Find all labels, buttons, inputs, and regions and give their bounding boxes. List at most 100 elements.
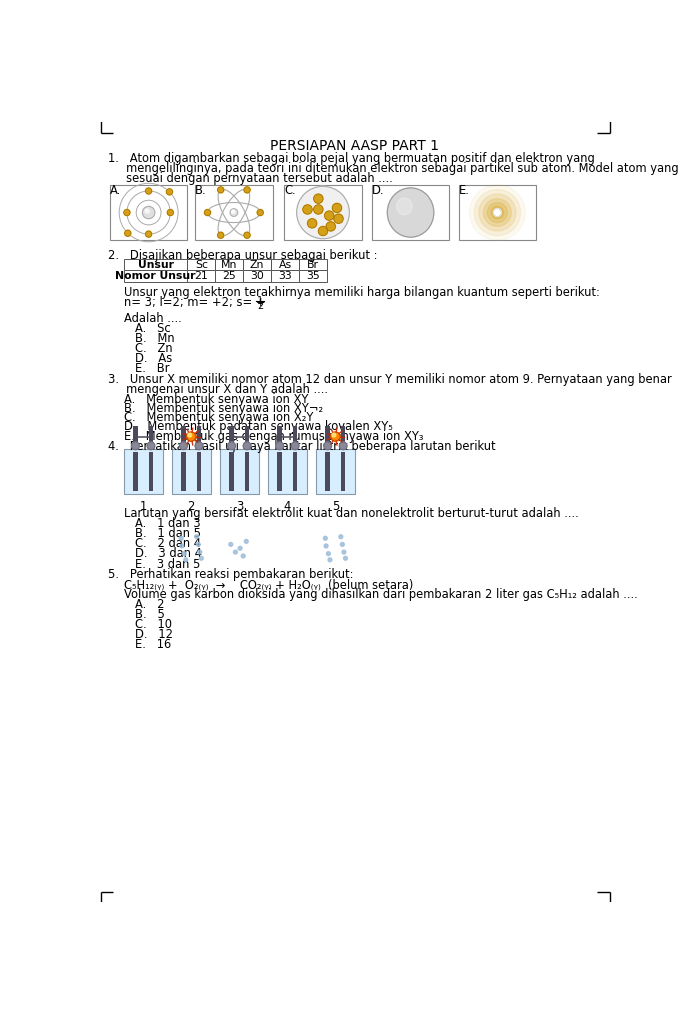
Bar [245, 426, 249, 446]
Text: B.   1 dan 5: B. 1 dan 5 [134, 527, 201, 540]
Text: 33: 33 [278, 271, 292, 281]
FancyBboxPatch shape [124, 449, 163, 494]
Text: B.   Membentuk senyawa ion XY¬₂: B. Membentuk senyawa ion XY¬₂ [124, 402, 323, 415]
Text: PERSIAPAN AASP PART 1: PERSIAPAN AASP PART 1 [270, 139, 439, 153]
Bar [245, 452, 249, 491]
Bar [299, 259, 327, 271]
Circle shape [314, 194, 323, 203]
Circle shape [146, 188, 152, 194]
Circle shape [147, 442, 155, 449]
Text: 1: 1 [139, 500, 147, 513]
Circle shape [146, 231, 152, 237]
Bar [277, 452, 282, 491]
Circle shape [145, 209, 149, 213]
Circle shape [132, 442, 139, 449]
Text: Adalah ....: Adalah .... [124, 312, 182, 324]
Text: D.   Membentuk padatan senyawa kovalen XY₅: D. Membentuk padatan senyawa kovalen XY₅ [124, 421, 392, 433]
Text: 25: 25 [222, 271, 236, 281]
Bar [284, 185, 362, 240]
Bar [181, 426, 186, 446]
Circle shape [479, 194, 516, 231]
FancyBboxPatch shape [220, 449, 258, 494]
Bar [133, 426, 138, 446]
Text: B.   Mn: B. Mn [134, 332, 175, 345]
Circle shape [324, 536, 327, 540]
Text: As: As [279, 260, 292, 270]
Circle shape [167, 210, 173, 216]
Circle shape [180, 545, 184, 548]
Text: E.: E. [459, 185, 469, 197]
Circle shape [342, 551, 346, 554]
Bar [133, 452, 138, 491]
Bar [197, 452, 202, 491]
Circle shape [200, 557, 203, 560]
Circle shape [487, 203, 507, 222]
Circle shape [303, 205, 312, 214]
Bar [229, 452, 234, 491]
Circle shape [314, 205, 323, 214]
Text: mengelilinginya, pada teori ini ditemukan elektron sebagai partikel sub atom. Mo: mengelilinginya, pada teori ini ditemuka… [108, 162, 679, 175]
Circle shape [340, 542, 344, 547]
Text: Volume gas karbon dioksida yang dihasilkan dari pembakaran 2 liter gas C₅H₁₂ ada: Volume gas karbon dioksida yang dihasilk… [124, 588, 638, 601]
Text: Unsur yang elektron terakhirnya memiliki harga bilangan kuantum seperti berikut:: Unsur yang elektron terakhirnya memiliki… [124, 286, 599, 299]
Text: C.   2 dan 4: C. 2 dan 4 [134, 537, 201, 551]
Circle shape [340, 442, 347, 449]
Text: C.: C. [284, 185, 296, 197]
Circle shape [333, 203, 342, 213]
Circle shape [493, 209, 501, 216]
Text: Larutan yang bersifat elektrolit kuat dan nonelektrolit berturut-turut adalah ..: Larutan yang bersifat elektrolit kuat da… [124, 507, 579, 520]
Text: A.   2: A. 2 [134, 598, 164, 611]
Text: 4.   Perhatikan hasil uji daya hantar listrik beberapa larutan berikut: 4. Perhatikan hasil uji daya hantar list… [108, 440, 496, 452]
Circle shape [474, 190, 520, 235]
Bar [229, 426, 234, 446]
Bar [187, 271, 216, 282]
Bar [277, 426, 282, 446]
Ellipse shape [396, 198, 412, 215]
Text: E.   Membentuk gas dengan rumus senyawa ion XY₃: E. Membentuk gas dengan rumus senyawa io… [124, 430, 423, 443]
Circle shape [196, 542, 200, 547]
Bar [271, 259, 299, 271]
Circle shape [257, 210, 263, 216]
Bar [341, 452, 346, 491]
Circle shape [184, 558, 188, 562]
Text: 35: 35 [306, 271, 319, 281]
FancyBboxPatch shape [172, 449, 211, 494]
Bar [187, 259, 216, 271]
Circle shape [484, 199, 511, 226]
Circle shape [228, 442, 236, 449]
Circle shape [491, 207, 504, 219]
Bar [124, 259, 187, 271]
Text: B.: B. [195, 185, 207, 197]
Text: E.   16: E. 16 [134, 639, 171, 651]
Circle shape [188, 433, 192, 437]
Circle shape [204, 210, 211, 216]
Text: Br: Br [307, 260, 319, 270]
Text: C.   Zn: C. Zn [134, 342, 173, 355]
FancyBboxPatch shape [316, 449, 355, 494]
Circle shape [198, 551, 202, 554]
Text: E.   3 dan 5: E. 3 dan 5 [134, 558, 200, 571]
Bar [372, 185, 449, 240]
Bar [299, 271, 327, 282]
Circle shape [243, 442, 251, 449]
Text: 30: 30 [250, 271, 264, 281]
Bar [325, 426, 330, 446]
Text: C.   10: C. 10 [134, 619, 172, 632]
Circle shape [179, 442, 187, 449]
Text: D.   12: D. 12 [134, 629, 173, 641]
Bar [195, 185, 272, 240]
Circle shape [124, 210, 130, 216]
Circle shape [308, 219, 317, 228]
Text: 2: 2 [257, 301, 263, 311]
Circle shape [324, 211, 334, 220]
Text: Mn: Mn [221, 260, 238, 270]
Text: 3.   Unsur X memiliki nomor atom 12 dan unsur Y memiliki nomor atom 9. Pernyataa: 3. Unsur X memiliki nomor atom 12 dan un… [108, 373, 672, 385]
FancyBboxPatch shape [268, 449, 307, 494]
Circle shape [324, 442, 331, 449]
Circle shape [469, 185, 525, 240]
Circle shape [143, 207, 155, 219]
Bar [243, 259, 271, 271]
Text: 4: 4 [283, 500, 291, 513]
Bar [148, 426, 153, 446]
Text: sesuai dengan pernyataan tersebut adalah ....: sesuai dengan pernyataan tersebut adalah… [108, 172, 393, 186]
